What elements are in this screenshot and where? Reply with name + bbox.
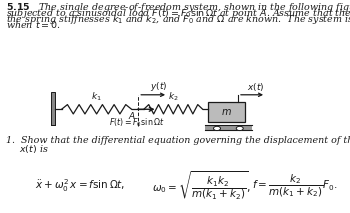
Bar — [208, 102, 245, 122]
Text: 1.  Show that the differential equation governing the displacement of the mass: 1. Show that the differential equation g… — [6, 136, 350, 145]
Circle shape — [214, 126, 220, 131]
Text: $\omega_0=\sqrt{\dfrac{k_1 k_2}{m(k_1+k_2)}},$: $\omega_0=\sqrt{\dfrac{k_1 k_2}{m(k_1+k_… — [152, 169, 251, 201]
Text: subjected to a sinusoidal load $F(t)=F_0\sin\Omega t$ at point $A$. Assume that : subjected to a sinusoidal load $F(t)=F_0… — [6, 7, 350, 20]
Text: $\ddot{x}+\omega_0^2\, x = f\sin\Omega t,$: $\ddot{x}+\omega_0^2\, x = f\sin\Omega t… — [35, 177, 125, 194]
Text: $x(t)$ is: $x(t)$ is — [19, 143, 49, 155]
Text: $x(t)$: $x(t)$ — [247, 81, 264, 93]
Text: $k_2$: $k_2$ — [168, 90, 178, 103]
Bar — [205, 125, 252, 130]
Text: $f=\dfrac{k_2}{m(k_1+k_2)}F_0.$: $f=\dfrac{k_2}{m(k_1+k_2)}F_0.$ — [252, 172, 338, 199]
Text: $\mathbf{5.15}$   The single degree-of-freedom system, shown in the following fi: $\mathbf{5.15}$ The single degree-of-fre… — [6, 1, 350, 14]
Text: $A$: $A$ — [128, 110, 136, 121]
Text: when $t=0$.: when $t=0$. — [6, 19, 61, 30]
Text: $k_1$: $k_1$ — [91, 90, 102, 103]
Text: the spring stiffnesses $k_1$ and $k_2$, and $F_0$ and $\Omega$ are known.  The s: the spring stiffnesses $k_1$ and $k_2$, … — [6, 13, 350, 26]
Text: $m$: $m$ — [221, 107, 232, 117]
Bar — [51, 92, 55, 125]
Circle shape — [236, 126, 243, 131]
Text: $F(t)=F_0\sin\Omega t$: $F(t)=F_0\sin\Omega t$ — [109, 117, 164, 129]
Text: $y(t)$: $y(t)$ — [150, 80, 167, 93]
